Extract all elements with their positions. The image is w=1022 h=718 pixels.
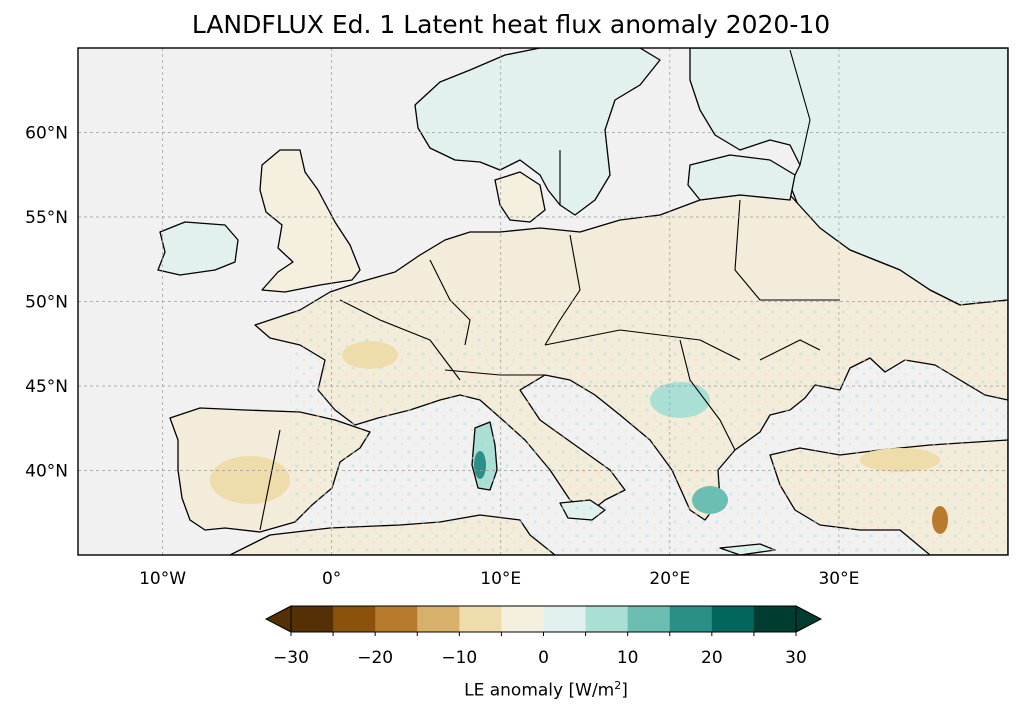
- border-czech-slovakia: [544, 329, 741, 361]
- border-balkans: [679, 339, 736, 451]
- border-france-east: [339, 299, 461, 381]
- colorbar-tick-label: 20: [701, 648, 723, 668]
- colorbar-segment: [459, 606, 502, 632]
- colorbar-segment: [669, 606, 713, 632]
- map-title: LANDFLUX Ed. 1 Latent heat flux anomaly …: [191, 10, 831, 39]
- colorbar-over-arrow: [795, 605, 823, 633]
- land-great-britain: [259, 149, 361, 293]
- lon-tick-label: 20°E: [649, 569, 690, 589]
- anomaly-patch-sardinia: [474, 451, 486, 479]
- colorbar-segment: [585, 606, 629, 632]
- colorbar-segment: [627, 606, 671, 632]
- lat-tick-label: 40°N: [25, 462, 68, 482]
- anomaly-patch-greece: [692, 486, 728, 514]
- border-germany-poland: [544, 234, 581, 346]
- colorbar-segment: [291, 606, 334, 632]
- colorbar-segment: [417, 606, 460, 632]
- lat-tick-label: 50°N: [25, 293, 68, 313]
- anomaly-patch-anatolia: [932, 506, 948, 534]
- colorbar-tick-label: 30: [785, 648, 807, 668]
- border-belarus-ukraine: [734, 199, 840, 301]
- border-romania-moldova: [759, 339, 821, 361]
- land-denmark: [494, 171, 546, 223]
- land-ireland: [157, 221, 239, 276]
- lon-tick-label: 10°E: [480, 569, 521, 589]
- colorbar-tick-label: −10: [441, 648, 477, 668]
- lon-tick-label: 0°: [322, 569, 341, 589]
- colorbar-tick-label: 0: [538, 648, 549, 668]
- anomaly-texture: [290, 300, 1008, 555]
- colorbar-segment: [375, 606, 418, 632]
- colorbar-segment: [333, 606, 376, 632]
- map-frame: [77, 47, 1009, 556]
- lat-tick-label: 55°N: [25, 208, 68, 228]
- lat-tick-label: 60°N: [25, 124, 68, 144]
- anomaly-patch-turkey: [860, 448, 940, 472]
- land-baltics: [687, 154, 796, 201]
- colorbar-under-arrow: [264, 605, 292, 633]
- border-spain-portugal: [259, 429, 281, 531]
- lon-tick-label: 10°W: [139, 569, 186, 589]
- colorbar-segment: [711, 606, 755, 632]
- latitude-tick-labels: 60°N 55°N 50°N 45°N 40°N: [25, 124, 68, 482]
- land-scandinavia: [414, 48, 661, 216]
- colorbar-tick-label: −20: [357, 648, 393, 668]
- lat-tick-label: 45°N: [25, 377, 68, 397]
- border-alps: [444, 369, 545, 376]
- colorbar: [264, 605, 823, 636]
- anomaly-patch-balkans: [650, 382, 710, 418]
- gridlines: [78, 48, 1008, 555]
- colorbar-label: LE anomaly [W/m2]: [464, 679, 628, 701]
- colorbar-segment: [753, 606, 797, 632]
- border-finland-russia: [789, 49, 811, 166]
- colorbar-tick-labels: −30 −20 −10 0 10 20 30: [273, 648, 807, 668]
- anomaly-patch-spain: [210, 456, 290, 504]
- colorbar-tick-label: 10: [617, 648, 639, 668]
- anomaly-patch-france: [342, 341, 398, 369]
- colorbar-tick-label: −30: [273, 648, 309, 668]
- colorbar-segment: [501, 606, 544, 632]
- colorbar-segment: [543, 606, 587, 632]
- border-benelux-germany: [429, 259, 471, 346]
- lon-tick-label: 30°E: [818, 569, 859, 589]
- longitude-tick-labels: 10°W 0° 10°E 20°E 30°E: [139, 569, 859, 589]
